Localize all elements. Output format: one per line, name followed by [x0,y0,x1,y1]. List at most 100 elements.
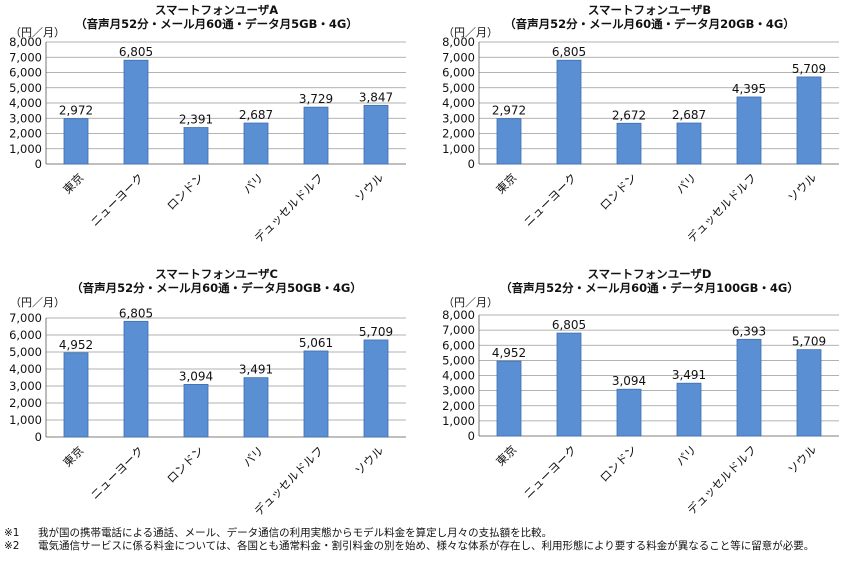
data-label: 2,972 [492,104,526,118]
data-label: 5,709 [792,335,826,349]
x-tick-label: パリ [240,443,266,469]
y-tick-label: 7,000 [9,311,42,325]
x-tick-label: ニューヨーク [88,170,147,229]
bar [496,118,522,165]
bar [736,96,762,165]
x-tick-label: ソウル [352,170,386,204]
chart-title: スマートフォンユーザC [155,267,278,281]
data-label: 4,952 [59,338,93,352]
data-label: 3,094 [612,374,646,388]
y-tick-label: 2,000 [442,127,475,141]
data-label: 3,847 [359,90,393,104]
y-tick-label: 3,000 [9,379,42,393]
bar [183,127,209,165]
bar [556,332,582,437]
y-tick-label: 7,000 [9,50,42,64]
y-tick-label: 6,000 [442,338,475,352]
bar [796,76,822,165]
data-label: 4,395 [732,82,766,96]
y-tick-label: 0 [468,157,475,171]
bar [63,118,89,165]
data-label: 6,393 [732,324,766,338]
data-label: 3,491 [672,368,706,382]
data-label: 2,972 [59,104,93,118]
x-tick-label: ソウル [785,170,819,204]
y-tick-label: 4,000 [9,96,42,110]
y-tick-label: 3,000 [442,384,475,398]
bar [676,122,702,165]
bar-chart: 01,0002,0003,0004,0005,0006,0007,0008,00… [9,35,406,245]
data-label: 3,729 [299,92,333,106]
data-label: 6,805 [119,306,153,320]
y-tick-label: 2,000 [9,396,42,410]
data-label: 4,952 [492,346,526,360]
y-tick-label: 8,000 [442,308,475,322]
chart-title: スマートフォンユーザB [587,3,712,17]
data-label: 2,672 [612,108,646,122]
footnote-mark: ※2 [4,540,20,552]
y-tick-label: 4,000 [442,96,475,110]
bar [303,106,329,165]
footnotes: ※1 我が国の携帯電話による通話、メール、データ通信の利用実態からモデル料金を算… [4,527,862,553]
chart-panel-b: スマートフォンユーザB （音声月52分・メール月60通・データ月20GB・4G）… [433,0,866,258]
footnote: ※1 我が国の携帯電話による通話、メール、データ通信の利用実態からモデル料金を算… [4,527,862,540]
y-tick-label: 1,000 [9,142,42,156]
footnote-mark: ※1 [4,527,20,539]
bar-chart: 01,0002,0003,0004,0005,0006,0007,0008,00… [442,35,839,245]
x-tick-label: 東京 [493,170,519,196]
y-tick-label: 7,000 [442,323,475,337]
x-tick-label: ロンドン [164,443,206,485]
data-label: 6,805 [552,318,586,332]
bar [676,382,702,437]
footnote-text: 我が国の携帯電話による通話、メール、データ通信の利用実態からモデル料金を算定し月… [38,527,553,539]
chart-panel-d: スマートフォンユーザD （音声月52分・メール月60通・データ月100GB・4G… [433,262,866,520]
y-tick-label: 3,000 [9,111,42,125]
x-tick-label: ニューヨーク [521,170,580,229]
chart-subtitle: （音声月52分・メール月60通・データ月20GB・4G） [504,17,795,31]
bar [63,352,89,438]
bar [243,122,269,165]
data-label: 3,094 [179,369,213,383]
y-tick-label: 6,000 [9,66,42,80]
bar [616,122,642,165]
x-tick-label: ロンドン [597,442,639,484]
y-tick-label: 0 [35,157,42,171]
bar [363,339,389,438]
chart-subtitle: （音声月52分・メール月60通・データ月50GB・4G） [71,281,362,295]
x-tick-label: ソウル [352,443,386,477]
y-tick-label: 2,000 [9,127,42,141]
x-tick-label: パリ [673,170,699,196]
x-tick-label: 東京 [60,443,86,469]
y-tick-label: 8,000 [442,35,475,49]
y-tick-label: 4,000 [9,362,42,376]
bar [496,360,522,437]
x-tick-label: パリ [673,442,699,468]
y-axis-unit: （円／月） [10,296,65,309]
y-tick-label: 1,000 [442,414,475,428]
bar [303,350,329,438]
data-label: 2,687 [239,108,273,122]
y-tick-label: 5,000 [9,345,42,359]
data-label: 6,805 [552,45,586,59]
chart-subtitle: （音声月52分・メール月60通・データ月100GB・4G） [500,281,799,295]
y-tick-label: 4,000 [442,369,475,383]
bar [363,104,389,165]
y-tick-label: 0 [468,429,475,443]
chart-subtitle: （音声月52分・メール月60通・データ月5GB・4G） [75,17,358,31]
y-tick-label: 6,000 [442,66,475,80]
y-tick-label: 7,000 [442,50,475,64]
y-tick-label: 1,000 [9,413,42,427]
data-label: 2,687 [672,108,706,122]
y-tick-label: 2,000 [442,399,475,413]
x-tick-label: ロンドン [597,170,639,212]
bar [556,59,582,165]
x-tick-label: ソウル [785,442,819,476]
bar [243,377,269,438]
bar [736,338,762,437]
y-tick-label: 6,000 [9,328,42,342]
y-tick-label: 5,000 [442,353,475,367]
data-label: 5,709 [359,325,393,339]
chart-panel-c: スマートフォンユーザC （音声月52分・メール月60通・データ月50GB・4G）… [0,262,433,520]
footnote: ※2 電気通信サービスに係る料金については、各国とも通常料金・割引料金の別を始め… [4,540,862,553]
